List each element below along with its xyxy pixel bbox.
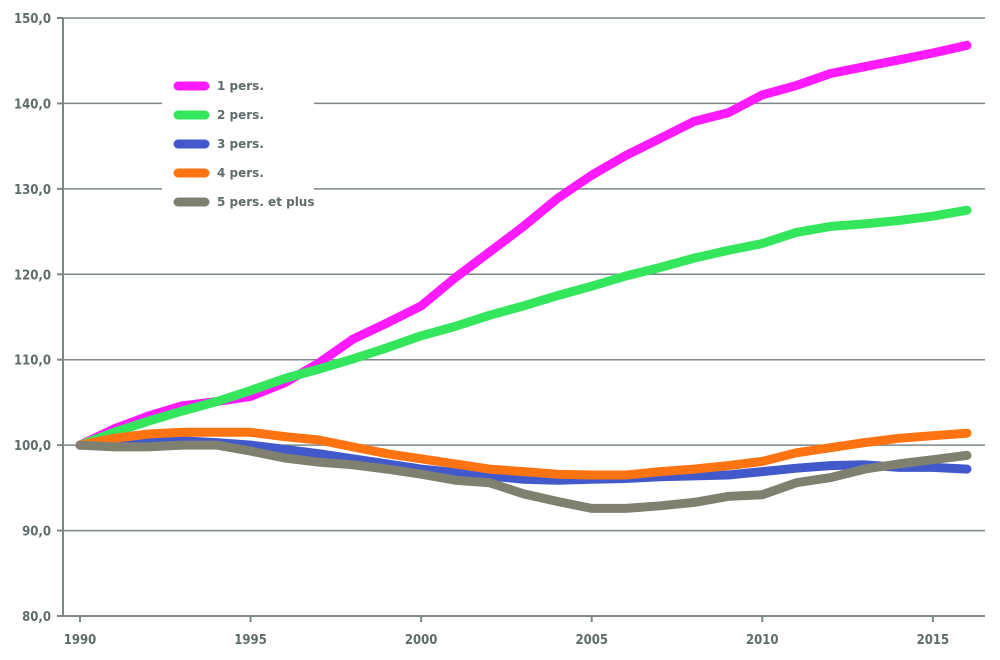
y-tick-label: 130,0: [14, 183, 51, 198]
legend-item-2: 2 pers.: [173, 108, 264, 122]
y-tick-label: 140,0: [14, 97, 51, 112]
x-tick-label: 2000: [405, 633, 438, 648]
x-tick-label: 2010: [746, 633, 779, 648]
legend-label-1: 1 pers.: [217, 79, 264, 93]
x-tick-label: 1995: [234, 633, 267, 648]
legend-item-5: 5 pers. et plus: [173, 195, 315, 209]
legend-label-4: 4 pers.: [217, 166, 264, 180]
y-tick-label: 100,0: [14, 439, 51, 454]
legend-label-2: 2 pers.: [217, 108, 264, 122]
y-axis: 80,0 90,0 100,0 110,0 120,0 130,0 140,0 150,0: [14, 12, 64, 625]
legend-item-3: 3 pers.: [173, 137, 264, 151]
series-line-4: [75, 427, 972, 480]
series-lines: [75, 40, 972, 513]
legend-item-1: 1 pers.: [173, 79, 264, 93]
series-line-5: [75, 440, 972, 513]
y-tick-label: 90,0: [22, 525, 51, 540]
x-axis: 1990 1995 2000 2005 2010 2015: [63, 615, 985, 648]
legend-item-4: 4 pers.: [173, 166, 264, 180]
legend-label-3: 3 pers.: [217, 137, 264, 151]
y-tick-label: 150,0: [14, 12, 51, 27]
legend-label-5: 5 pers. et plus: [217, 195, 315, 209]
y-tick-label: 120,0: [14, 268, 51, 283]
legend: 1 pers. 2 pers. 3 pers. 4 pers. 5 pers. …: [162, 70, 315, 218]
x-tick-label: 2005: [575, 633, 608, 648]
x-tick-label: 2015: [917, 633, 950, 648]
y-tick-label: 80,0: [22, 610, 51, 625]
series-line-2: [75, 205, 972, 450]
y-tick-label: 110,0: [14, 354, 51, 369]
x-tick-label: 1990: [64, 633, 97, 648]
